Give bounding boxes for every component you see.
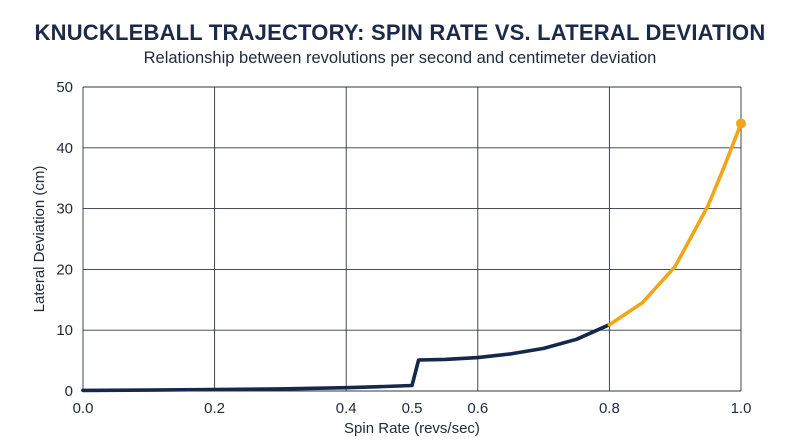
y-tick-label: 40 xyxy=(56,140,73,157)
x-tick-label: 0.6 xyxy=(467,400,488,417)
x-tick-label: 0.8 xyxy=(599,400,620,417)
chart-subtitle: Relationship between revolutions per sec… xyxy=(143,49,657,67)
grid-lines xyxy=(82,86,742,392)
x-tick-label: 0.0 xyxy=(73,400,94,417)
x-tick-label: 1.0 xyxy=(731,400,752,417)
y-tick-labels: 0 10 20 30 40 50 xyxy=(56,79,73,400)
x-tick-label: 0.2 xyxy=(204,400,225,417)
series-lines xyxy=(81,118,746,393)
x-tick-labels: 0.0 0.2 0.4 0.5 0.6 0.8 1.0 xyxy=(73,400,752,417)
x-tick-label: 0.5 xyxy=(402,400,423,417)
y-tick-label: 0 xyxy=(65,383,73,400)
y-axis-label: Lateral Deviation (cm) xyxy=(31,166,48,313)
chart-title: KNUCKLEBALL TRAJECTORY: SPIN RATE VS. LA… xyxy=(34,20,766,45)
x-tick-label: 0.4 xyxy=(336,400,357,417)
series-endpoint-marker-1 xyxy=(736,118,746,129)
series-line-1 xyxy=(607,121,743,327)
y-tick-label: 50 xyxy=(56,79,73,96)
series-line-0 xyxy=(81,322,612,393)
y-tick-label: 30 xyxy=(56,201,73,218)
x-axis-label: Spin Rate (revs/sec) xyxy=(344,420,480,437)
y-tick-label: 20 xyxy=(56,261,73,278)
y-tick-label: 10 xyxy=(56,322,73,339)
